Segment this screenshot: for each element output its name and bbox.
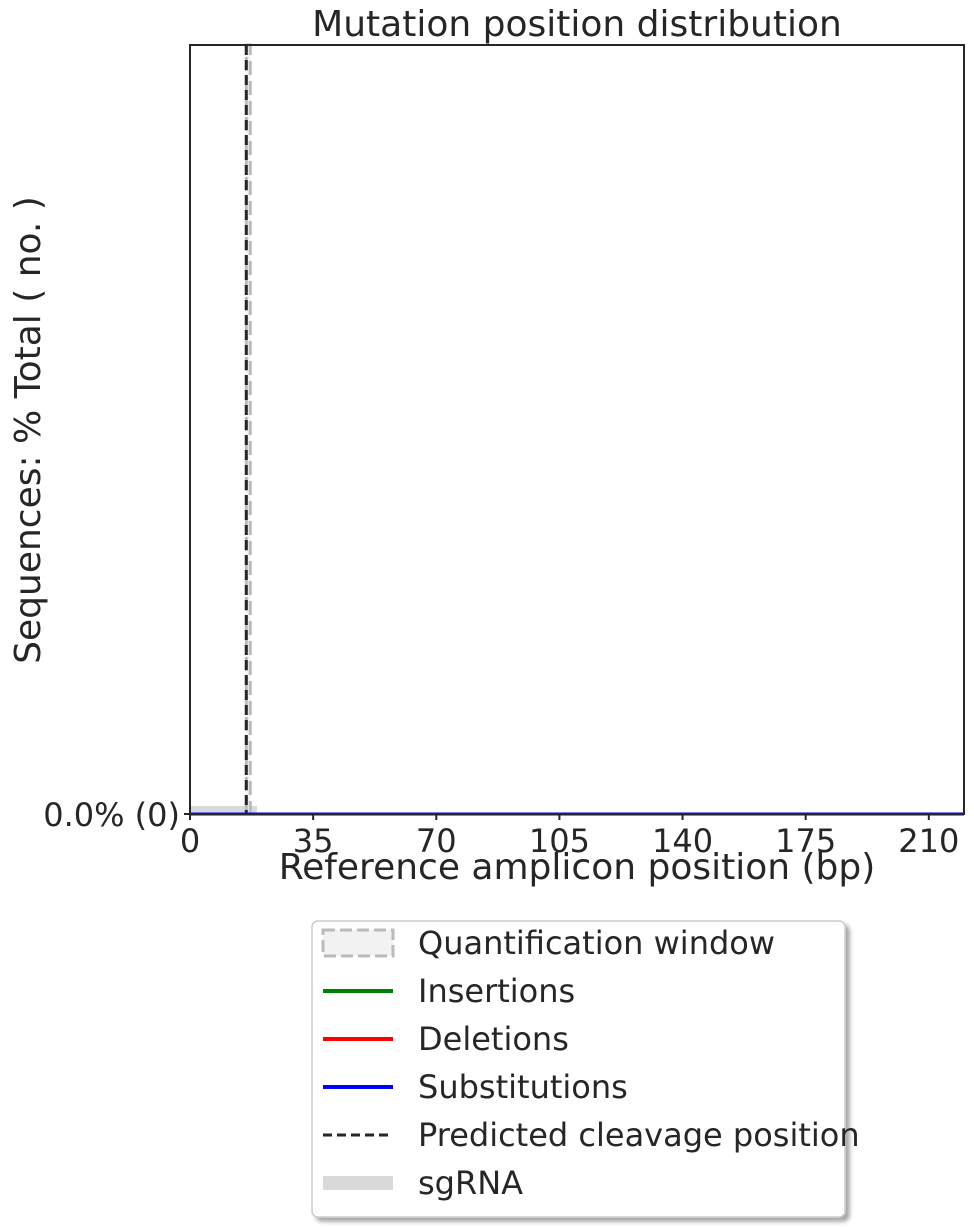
legend-label: Deletions xyxy=(418,1020,569,1058)
y-tick-label: 0.0% (0) xyxy=(43,796,180,834)
legend-label: Quantification window xyxy=(418,924,775,962)
legend-label: Insertions xyxy=(418,972,575,1010)
chart-title: Mutation position distribution xyxy=(312,4,842,45)
legend-entry: Predicted cleavage position xyxy=(323,1116,860,1154)
sgrna-band xyxy=(190,806,257,814)
plot-frame xyxy=(189,44,965,815)
legend-entry: Quantification window xyxy=(321,924,775,962)
x-tick-label: 35 xyxy=(293,822,334,860)
x-tick-label: 175 xyxy=(775,822,836,860)
legend-label: sgRNA xyxy=(418,1164,523,1202)
y-axis-label: Sequences: % Total ( no. ) xyxy=(8,196,49,664)
legend-entry: Deletions xyxy=(323,1020,569,1058)
legend-entry: Substitutions xyxy=(323,1068,628,1106)
legend-handle-window xyxy=(321,928,395,958)
x-axis-label: Reference amplicon position (bp) xyxy=(279,847,876,888)
x-tick-label: 140 xyxy=(652,822,713,860)
x-axis-ticks: 0 35 70 105 140 175 210 xyxy=(180,814,959,860)
legend-entry: Insertions xyxy=(323,972,575,1010)
x-tick-label: 210 xyxy=(898,822,959,860)
x-tick-label: 0 xyxy=(180,822,200,860)
x-tick-label: 70 xyxy=(416,822,457,860)
legend-label: Substitutions xyxy=(418,1068,628,1106)
legend-label: Predicted cleavage position xyxy=(418,1116,860,1154)
legend-entry: sgRNA xyxy=(323,1164,523,1202)
legend-handle-band xyxy=(323,1176,393,1190)
x-tick-label: 105 xyxy=(529,822,590,860)
plot-area xyxy=(190,43,964,816)
legend: Quantification window Insertions Deletions… xyxy=(311,920,860,1218)
legend-box xyxy=(311,920,846,1218)
y-axis-ticks: 0.0% (0) xyxy=(43,796,190,834)
